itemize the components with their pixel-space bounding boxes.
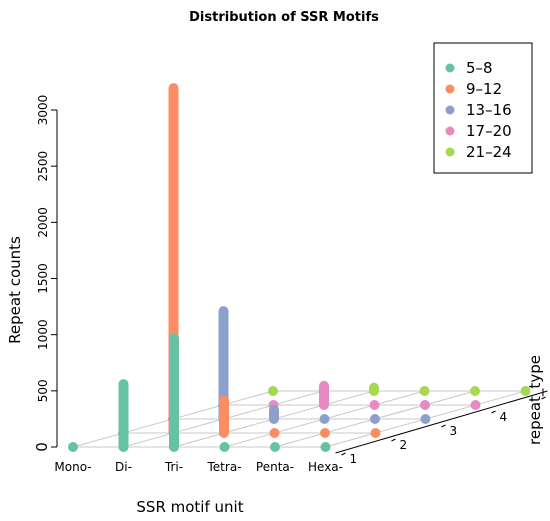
depth-axis-line bbox=[335, 390, 548, 454]
legend-marker bbox=[445, 105, 455, 115]
point-9–12-Tetra- bbox=[269, 428, 280, 438]
point-17–20-Tetra- bbox=[369, 400, 380, 410]
point-13–16-Tetra- bbox=[319, 414, 330, 424]
category-label: Hexa- bbox=[308, 460, 343, 474]
point-21–24-Mono- bbox=[268, 386, 278, 396]
category-label: Di- bbox=[115, 460, 132, 474]
point-21–24-Hexa- bbox=[520, 386, 531, 396]
y-tick-label: 2500 bbox=[36, 151, 50, 182]
point-9–12-Hexa- bbox=[370, 428, 381, 438]
point-9–12-Penta- bbox=[320, 428, 330, 438]
y-axis-label: Repeat counts bbox=[6, 236, 24, 344]
x-axis-label: SSR motif unit bbox=[136, 498, 243, 516]
y-tick-label: 1000 bbox=[36, 319, 50, 350]
depth-tick-label: 4 bbox=[500, 410, 508, 424]
legend-marker bbox=[445, 147, 455, 157]
y-tick-label: 0 bbox=[33, 442, 51, 452]
depth-tick-label: 1 bbox=[350, 452, 358, 466]
point-5–8-Mono- bbox=[68, 442, 78, 452]
z-axis-label: repeat_type bbox=[526, 355, 545, 445]
point-17–20-Penta- bbox=[420, 400, 430, 410]
legend-marker bbox=[445, 126, 455, 136]
y-tick-label: 500 bbox=[36, 379, 50, 402]
point-17–20-Hexa- bbox=[470, 400, 481, 410]
point-13–16-Penta- bbox=[370, 414, 380, 424]
depth-tick-mark bbox=[391, 438, 396, 442]
point-21–24-Tetra- bbox=[419, 386, 430, 396]
depth-tick-mark bbox=[541, 396, 546, 400]
category-label: Penta- bbox=[256, 460, 294, 474]
legend-label: 17–20 bbox=[466, 122, 512, 140]
legend-marker bbox=[445, 63, 455, 73]
legend-label: 13–16 bbox=[466, 101, 512, 119]
point-21–24-Penta- bbox=[470, 386, 480, 396]
y-tick-label: 1500 bbox=[36, 263, 50, 294]
point-13–16-Hexa- bbox=[420, 414, 431, 424]
legend-marker bbox=[445, 84, 455, 94]
category-label: Tetra- bbox=[207, 460, 242, 474]
depth-tick-mark bbox=[341, 452, 346, 456]
depth-tick-mark bbox=[441, 424, 446, 428]
legend-label: 21–24 bbox=[466, 143, 512, 161]
chart-title: Distribution of SSR Motifs bbox=[189, 10, 379, 25]
legend-label: 9–12 bbox=[466, 80, 502, 98]
y-tick-label: 2000 bbox=[36, 207, 50, 238]
point-5–8-Tetra- bbox=[219, 442, 230, 452]
depth-tick-label: 3 bbox=[450, 424, 458, 438]
depth-tick-mark bbox=[491, 410, 496, 414]
point-5–8-Penta- bbox=[270, 442, 280, 452]
point-5–8-Hexa- bbox=[320, 442, 331, 452]
category-label: Tri- bbox=[164, 460, 183, 474]
category-label: Mono- bbox=[54, 460, 91, 474]
legend-label: 5–8 bbox=[466, 59, 493, 77]
depth-tick-label: 2 bbox=[400, 438, 408, 452]
y-tick-label: 3000 bbox=[36, 95, 50, 126]
